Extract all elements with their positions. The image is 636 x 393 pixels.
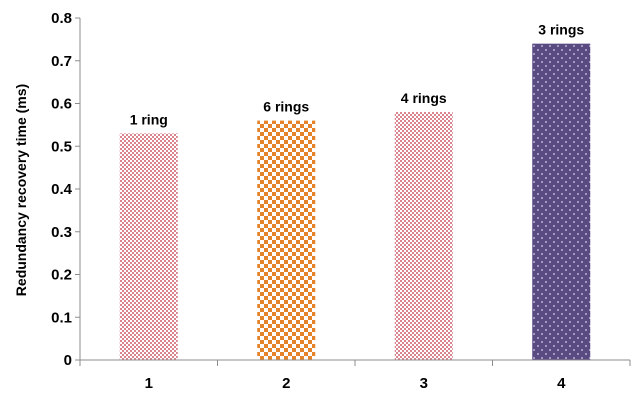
bar-4 (532, 43, 591, 361)
y-tick-label: 0.1 (51, 309, 72, 326)
y-tick-label: 0.6 (51, 96, 72, 113)
x-tick-label: 2 (282, 375, 290, 392)
y-tick-label: 0 (64, 352, 72, 369)
y-tick-label: 0.7 (51, 53, 72, 70)
bar-data-label: 6 rings (263, 99, 309, 115)
bar-1 (119, 133, 178, 360)
bar-2 (257, 120, 316, 360)
bar-3 (394, 112, 453, 360)
y-tick-label: 0.4 (51, 181, 73, 198)
y-tick-label: 0.3 (51, 224, 72, 241)
bar-data-label: 4 rings (401, 90, 447, 106)
bar-data-label: 1 ring (130, 111, 168, 127)
y-tick-label: 0.2 (51, 267, 72, 284)
bar-series: 1 ring 6 rings 4 rings 3 rings (119, 22, 591, 361)
y-tick-label: 0.5 (51, 138, 72, 155)
y-tick-label: 0.8 (51, 10, 72, 27)
bar-data-label: 3 rings (538, 22, 584, 38)
x-tick-label: 1 (145, 375, 153, 392)
x-tick-label: 4 (557, 375, 566, 392)
x-axis-ticks: 1 2 3 4 (79, 360, 631, 392)
x-tick-label: 3 (420, 375, 428, 392)
y-axis-title: Redundancy recovery time (ms) (13, 84, 29, 296)
y-axis-ticks: 0 0.1 0.2 0.3 0.4 0.5 0.6 0.7 0.8 (51, 10, 80, 369)
